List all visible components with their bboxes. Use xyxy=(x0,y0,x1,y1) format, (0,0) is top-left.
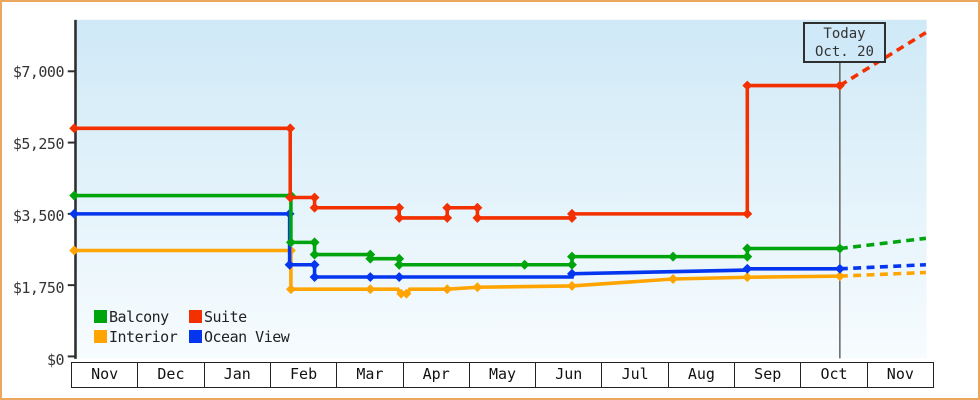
month-cell: Nov xyxy=(868,363,934,387)
data-point-marker xyxy=(69,208,80,219)
data-point-marker xyxy=(309,272,320,282)
month-cell: May xyxy=(470,363,537,387)
data-point-marker xyxy=(285,237,296,248)
legend-swatch-interior xyxy=(94,330,107,343)
data-point-marker xyxy=(394,272,405,282)
data-point-marker xyxy=(472,212,483,223)
y-axis-label: $7,000 xyxy=(12,63,65,81)
data-point-marker xyxy=(742,251,753,262)
legend-label: Suite xyxy=(204,307,247,326)
data-point-marker xyxy=(69,123,80,134)
data-point-marker xyxy=(472,282,483,293)
month-cell: Mar xyxy=(337,363,404,387)
month-cell: Nov xyxy=(72,363,139,387)
data-point-marker xyxy=(442,212,453,223)
data-point-marker xyxy=(442,202,453,213)
data-point-marker xyxy=(285,123,296,134)
data-point-marker xyxy=(472,202,483,213)
data-point-marker xyxy=(365,272,376,282)
data-point-marker xyxy=(69,190,80,201)
series-line-suite xyxy=(74,83,840,220)
data-point-marker xyxy=(285,284,296,295)
data-point-marker xyxy=(394,253,405,264)
legend-item-ocean-view: Ocean View xyxy=(189,327,290,346)
y-axis-label: $5,250 xyxy=(12,135,65,153)
today-label: Today xyxy=(823,26,866,42)
series-forecast-interior xyxy=(839,270,926,278)
data-point-marker xyxy=(309,237,320,248)
data-point-marker xyxy=(394,202,405,213)
month-cell: Jul xyxy=(602,363,669,387)
legend-item-interior: Interior xyxy=(94,327,189,346)
data-point-marker xyxy=(394,212,405,223)
chart-legend: Balcony Suite Interior Ocean View xyxy=(94,307,290,346)
data-point-marker xyxy=(365,284,376,295)
legend-swatch-suite xyxy=(189,310,202,323)
series-forecast-suite xyxy=(838,31,927,88)
data-point-marker xyxy=(284,259,295,270)
data-point-marker xyxy=(309,249,320,260)
data-point-marker xyxy=(742,263,753,274)
series-forecast-ocean-view xyxy=(839,262,926,271)
data-point-marker xyxy=(442,284,453,295)
legend-swatch-balcony xyxy=(94,310,107,323)
month-cell: Jun xyxy=(536,363,603,387)
legend-swatch-ocean-view xyxy=(189,330,202,343)
data-point-marker xyxy=(396,288,407,299)
data-point-marker xyxy=(401,288,412,299)
x-axis-month-row: Nov Dec Jan Feb Mar Apr May Jun Jul Aug … xyxy=(71,362,934,388)
data-point-marker xyxy=(309,259,320,270)
data-point-marker xyxy=(742,243,753,254)
month-cell: Dec xyxy=(138,363,205,387)
data-point-marker xyxy=(668,274,679,284)
y-axis-label: $0 xyxy=(46,351,65,369)
month-cell: Sep xyxy=(735,363,802,387)
legend-label: Ocean View xyxy=(204,327,290,346)
plot-area xyxy=(76,19,927,359)
data-point-marker xyxy=(742,208,753,219)
legend-item-balcony: Balcony xyxy=(94,307,189,326)
data-point-marker xyxy=(309,192,320,203)
y-axis-label: $3,500 xyxy=(12,207,65,225)
data-point-marker xyxy=(742,272,753,283)
data-point-marker xyxy=(365,253,376,264)
data-point-marker xyxy=(668,251,679,262)
series-forecast-balcony xyxy=(839,236,927,251)
data-point-marker xyxy=(69,245,80,256)
data-point-marker xyxy=(309,202,320,213)
month-cell: Apr xyxy=(404,363,470,387)
month-cell: Oct xyxy=(801,363,868,387)
y-axis-label: $1,750 xyxy=(12,279,65,297)
legend-label: Interior xyxy=(109,327,178,346)
month-cell: Jan xyxy=(205,363,271,387)
legend-item-suite: Suite xyxy=(189,307,289,326)
data-point-marker xyxy=(285,192,296,203)
legend-label: Balcony xyxy=(109,307,169,326)
data-point-marker xyxy=(394,259,405,270)
today-date: Oct. 20 xyxy=(814,44,874,60)
month-cell: Feb xyxy=(271,363,338,387)
data-point-marker xyxy=(519,259,530,270)
month-cell: Aug xyxy=(669,363,736,387)
today-marker-box: Today Oct. 20 xyxy=(803,22,886,63)
